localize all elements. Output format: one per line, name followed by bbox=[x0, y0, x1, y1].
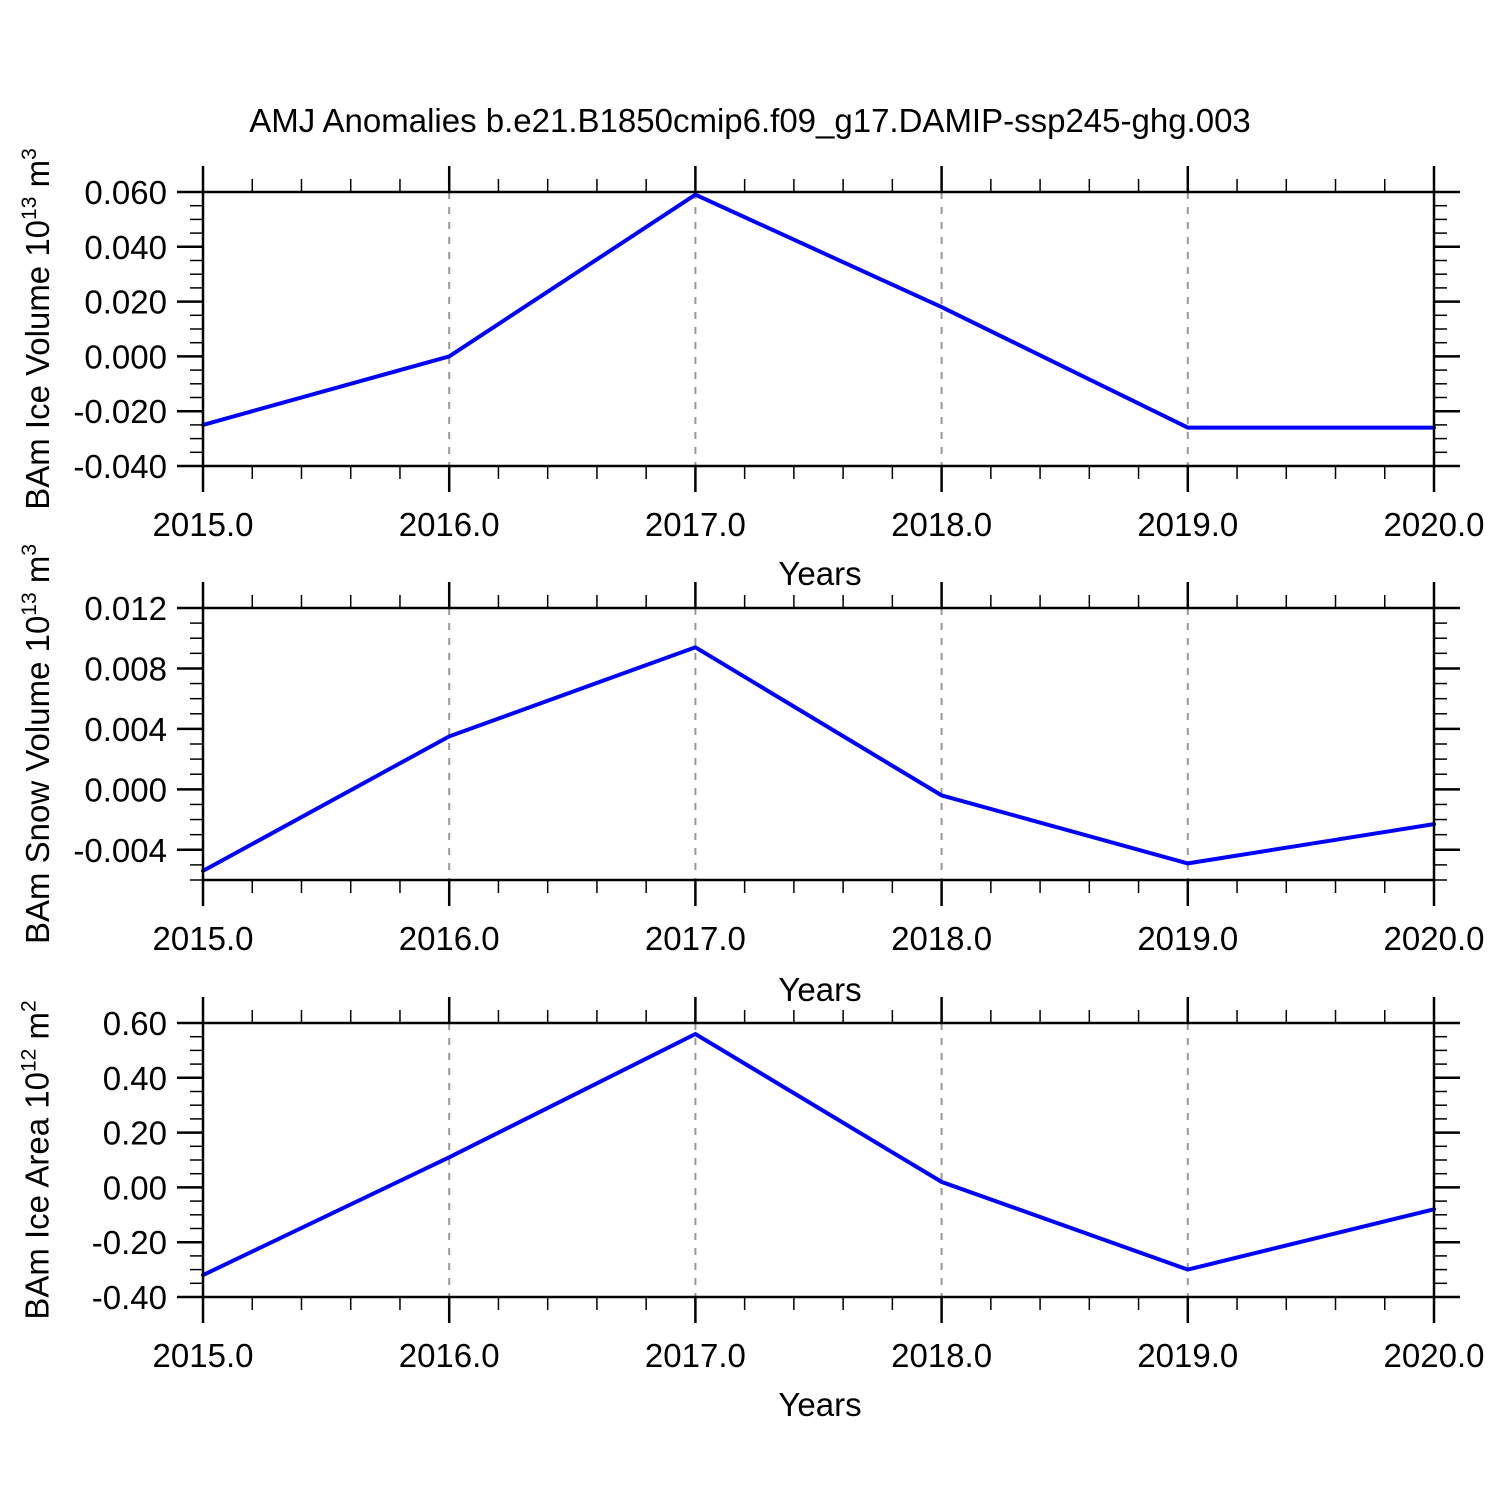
y-tick-label: -0.20 bbox=[92, 1224, 167, 1261]
y-tick-label: 0.008 bbox=[84, 650, 167, 687]
y-axis-title-unit: m bbox=[19, 1012, 57, 1049]
y-tick-label: 0.020 bbox=[84, 284, 167, 321]
y-tick-label: -0.004 bbox=[73, 832, 167, 869]
y-tick-label: 0.000 bbox=[84, 338, 167, 375]
x-tick-label: 2015.0 bbox=[153, 920, 254, 957]
figure-title: AMJ Anomalies b.e21.B1850cmip6.f09_g17.D… bbox=[249, 102, 1251, 139]
x-tick-label: 2018.0 bbox=[891, 506, 992, 543]
x-tick-label: 2017.0 bbox=[645, 920, 746, 957]
y-tick-label: 0.40 bbox=[103, 1060, 167, 1097]
x-tick-label: 2018.0 bbox=[891, 920, 992, 957]
x-tick-label: 2019.0 bbox=[1137, 506, 1238, 543]
x-tick-label: 2020.0 bbox=[1384, 920, 1485, 957]
y-tick-label: 0.040 bbox=[84, 229, 167, 266]
y-axis-title-text: BAm Ice Area 10 bbox=[19, 1072, 57, 1320]
series-line bbox=[201, 192, 1436, 430]
y-tick-label: -0.020 bbox=[73, 393, 167, 430]
x-tick-label: 2020.0 bbox=[1384, 1337, 1485, 1374]
y-tick-label: -0.040 bbox=[73, 448, 167, 485]
series-line bbox=[201, 1031, 1436, 1278]
x-tick-label: 2016.0 bbox=[399, 1337, 500, 1374]
series-line bbox=[201, 645, 1436, 873]
x-tick-label: 2016.0 bbox=[399, 506, 500, 543]
y-tick-label: 0.060 bbox=[84, 174, 167, 211]
x-tick-label: 2017.0 bbox=[645, 1337, 746, 1374]
x-tick-label: 2016.0 bbox=[399, 920, 500, 957]
y-axis-title-unit-exponent: 2 bbox=[18, 1000, 42, 1013]
y-tick-label: 0.00 bbox=[103, 1169, 167, 1206]
y-tick-label: -0.40 bbox=[92, 1279, 167, 1316]
x-tick-label: 2018.0 bbox=[891, 1337, 992, 1374]
x-tick-label: 2019.0 bbox=[1137, 920, 1238, 957]
x-tick-label: 2019.0 bbox=[1137, 1337, 1238, 1374]
y-tick-label: 0.000 bbox=[84, 771, 167, 808]
y-tick-label: 0.004 bbox=[84, 711, 167, 748]
x-tick-label: 2015.0 bbox=[153, 1337, 254, 1374]
x-tick-label: 2020.0 bbox=[1384, 506, 1485, 543]
y-tick-label: 0.60 bbox=[103, 1005, 167, 1042]
y-tick-label: 0.20 bbox=[103, 1115, 167, 1152]
x-tick-label: 2017.0 bbox=[645, 506, 746, 543]
y-tick-label: 0.012 bbox=[84, 590, 167, 627]
x-tick-label: 2015.0 bbox=[153, 506, 254, 543]
y-axis-title-exponent: 12 bbox=[18, 1048, 42, 1073]
